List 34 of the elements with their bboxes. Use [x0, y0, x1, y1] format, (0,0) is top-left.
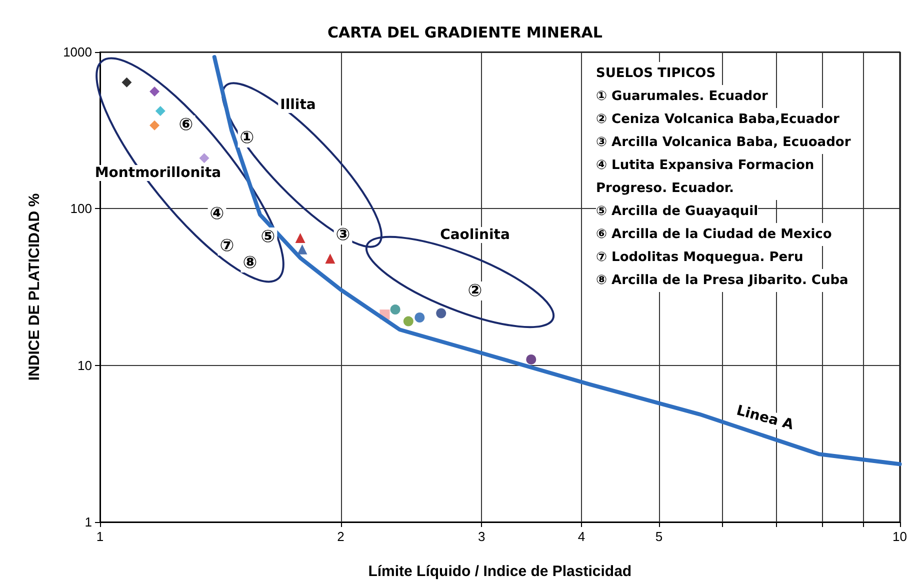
annotation: ④ Lutita Expansiva Formacion Progreso. Ecuador.: [596, 158, 814, 196]
y-tick-label: 100: [70, 201, 92, 216]
annotation: ⑧ Arcilla de la Presa Jibarito. Cuba: [596, 273, 848, 288]
annotation: Linea A: [734, 402, 796, 434]
annotation: ③: [336, 225, 350, 245]
x-tick-label: 3: [478, 529, 486, 544]
x-tick-label: 5: [655, 529, 663, 544]
annotation: ⑦: [220, 236, 234, 256]
x-tick-label: 2: [337, 529, 344, 544]
annotation: ②: [468, 281, 482, 301]
annotation: ⑦ Lodolitas Moquegua. Peru: [596, 250, 804, 265]
annotation: ⑤ Arcilla de Guayaquil: [596, 204, 758, 219]
annotation: ⑥: [178, 115, 194, 135]
annotation: Montmorillonita: [94, 165, 222, 181]
x-tick-label: 4: [578, 529, 586, 544]
y-tick-label: 1: [84, 514, 92, 530]
annotation: Illita: [280, 97, 316, 113]
annotation: SUELOS TIPICOS: [596, 66, 716, 81]
x-axis-title: Límite Líquido / Indice de Plasticidad: [368, 563, 632, 580]
annotation: ① Guarumales. Ecuador: [596, 89, 769, 104]
y-tick-label: 1000: [63, 44, 92, 60]
annotation: ⑤: [260, 227, 276, 247]
annotation: ⑧: [242, 253, 258, 273]
x-tick-label: 1: [96, 529, 104, 544]
annotation: ② Ceniza Volcanica Baba,Ecuador: [596, 112, 840, 127]
annotation: Caolinita: [440, 227, 510, 243]
annotation: ⑥ Arcilla de la Ciudad de Mexico: [596, 227, 832, 242]
chart-title: CARTA DEL GRADIENTE MINERAL: [328, 24, 603, 42]
annotation: ④: [210, 204, 224, 224]
y-tick-label: 10: [78, 358, 92, 373]
x-tick-label: 10: [892, 529, 908, 544]
y-axis-title: INDICE DE PLATICIDAD %: [26, 193, 43, 381]
annotation: ③ Arcilla Volcanica Baba, Ecuoador: [596, 135, 852, 150]
annotation: ①: [240, 128, 254, 148]
